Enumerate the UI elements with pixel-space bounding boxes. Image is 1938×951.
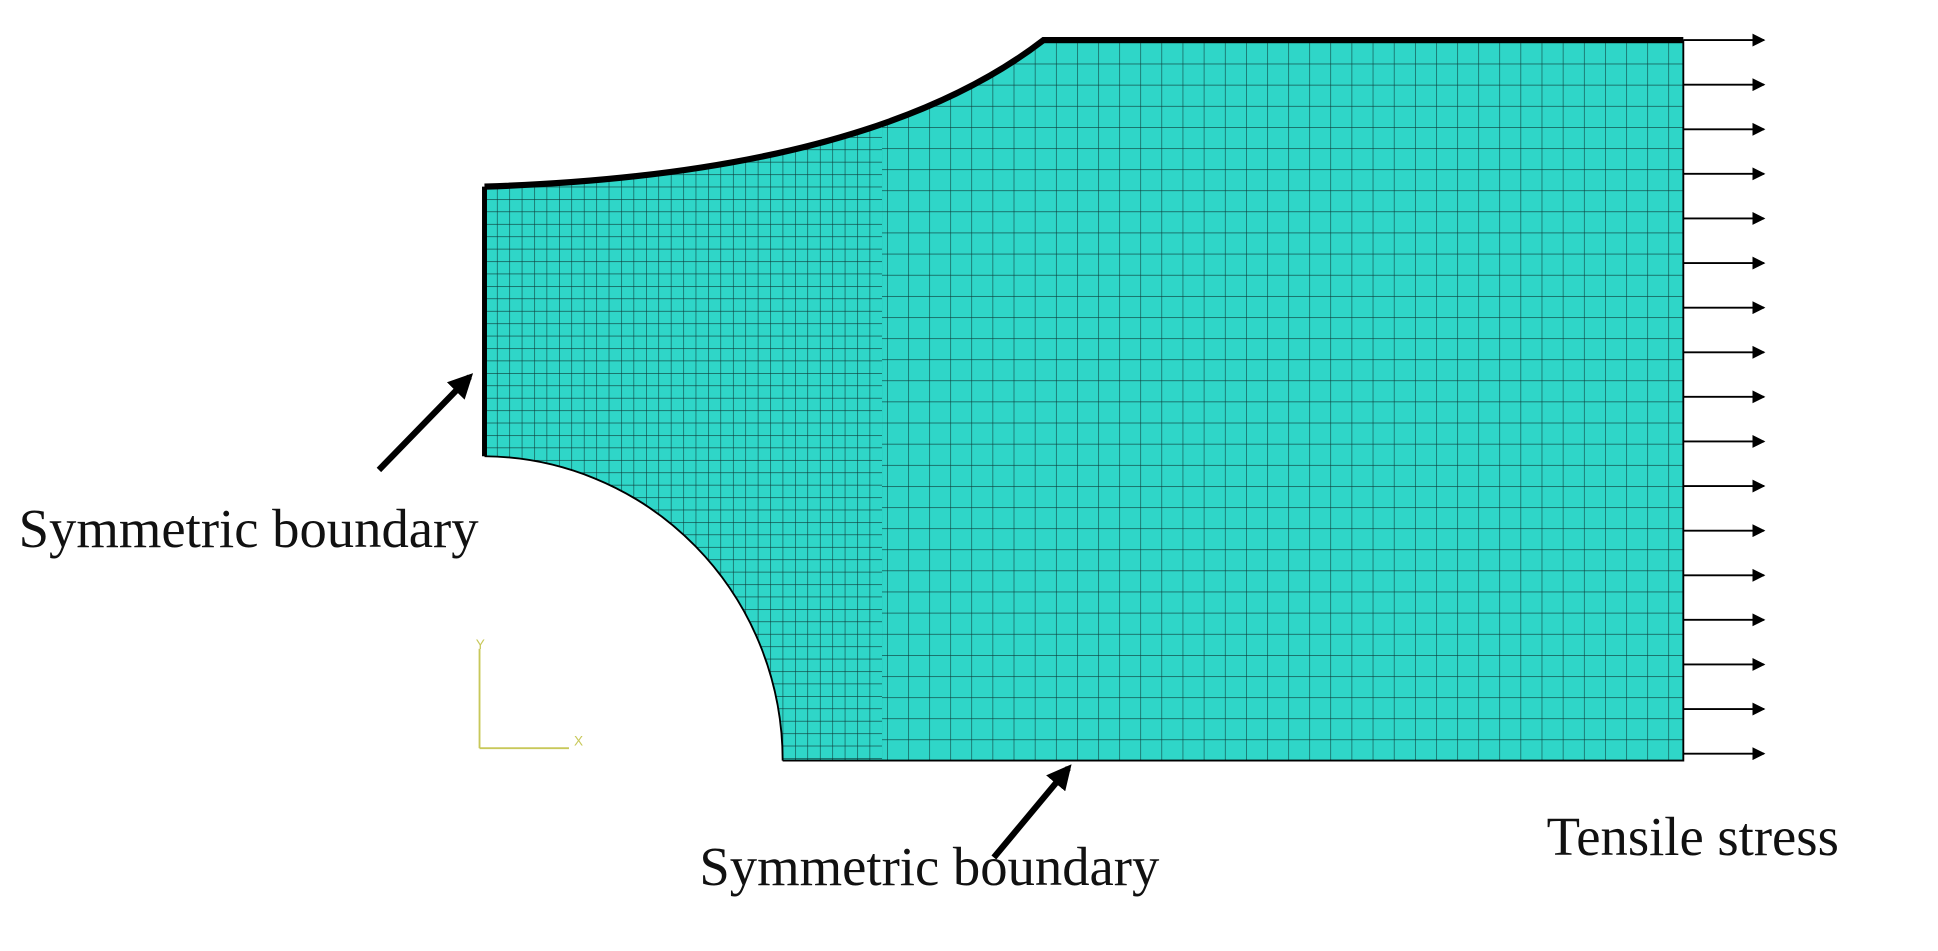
pointer-arrow xyxy=(376,373,474,473)
label: Symmetric boundary xyxy=(699,836,1160,897)
axis-triad: Y X xyxy=(476,637,583,750)
label: Symmetric boundary xyxy=(19,498,480,559)
axis-label: Y xyxy=(476,637,485,652)
pointer-arrow xyxy=(991,764,1072,860)
axis-label: X xyxy=(574,734,583,749)
label: Tensile stress xyxy=(1547,806,1839,867)
hole-edge xyxy=(484,455,784,761)
outline xyxy=(782,40,1685,762)
load-arrows xyxy=(1683,33,1766,761)
top-edge xyxy=(484,36,1684,190)
mesh xyxy=(484,40,1684,761)
